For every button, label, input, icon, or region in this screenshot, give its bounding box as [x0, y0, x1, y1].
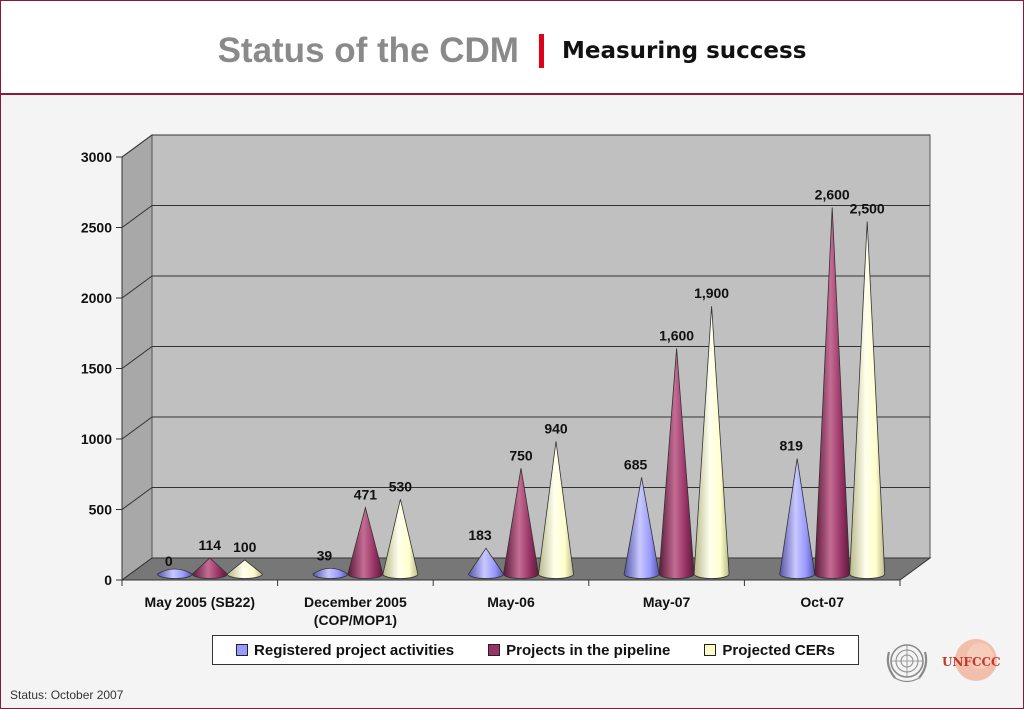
data-label: 1,900	[694, 285, 729, 301]
gridline-side	[121, 275, 153, 299]
gridline-side	[121, 487, 153, 510]
x-tick-label: May 2005 (SB22)	[145, 594, 256, 610]
gridline-side	[121, 346, 153, 369]
x-tick-label: May-06	[487, 594, 535, 610]
x-tick-label: December 2005	[304, 594, 407, 610]
title-band: Status of the CDM Measuring success	[1, 1, 1023, 95]
data-label: 530	[389, 478, 413, 494]
legend-item-registered: Registered project activities	[236, 642, 454, 659]
cone-mark	[226, 559, 263, 579]
status-note: Status: October 2007	[10, 688, 124, 702]
legend-swatch-pipeline	[488, 644, 501, 656]
slide-title: Status of the CDM Measuring success	[1, 31, 1023, 71]
y-tick-label: 3000	[81, 149, 112, 165]
legend-label-pipeline: Projects in the pipeline	[506, 641, 671, 659]
x-tick-label: Oct-07	[800, 594, 844, 610]
data-label: 750	[509, 447, 533, 463]
data-label: 685	[624, 456, 648, 472]
title-separator	[538, 34, 544, 68]
y-tick-label: 2000	[81, 290, 112, 306]
legend-label-cers: Projected CERs	[722, 641, 835, 659]
y-tick-label: 1500	[81, 361, 112, 377]
data-label: 2,600	[815, 186, 850, 202]
cone-mark	[156, 568, 193, 579]
data-label: 2,500	[850, 201, 885, 217]
unfccc-logo: UNFCCC	[938, 638, 1004, 691]
y-tick-label: 2500	[81, 220, 112, 236]
legend-item-pipeline: Projects in the pipeline	[488, 642, 670, 659]
chart-legend: Registered project activities Projects i…	[212, 635, 859, 665]
title-subtitle: Measuring success	[561, 38, 807, 64]
data-label: 1,600	[659, 327, 694, 343]
data-label: 39	[317, 548, 333, 564]
gridline-side	[121, 205, 153, 228]
cone-mark	[849, 221, 886, 579]
y-tick-label: 0	[104, 572, 112, 588]
legend-swatch-cers	[704, 644, 717, 656]
y-tick-label: 1000	[81, 431, 112, 447]
data-label: 114	[199, 537, 222, 553]
data-label: 100	[233, 539, 257, 555]
legend-label-registered: Registered project activities	[254, 641, 455, 659]
gridline-side	[121, 134, 153, 158]
x-tick-label: (COP/MOP1)	[314, 612, 397, 628]
data-label: 819	[780, 438, 804, 454]
data-label: 940	[544, 420, 568, 436]
unfccc-logo-text: UNFCCC	[942, 655, 1001, 669]
title-main: Status of the CDM	[217, 31, 519, 70]
cone-mark	[693, 306, 730, 579]
data-label: 471	[354, 487, 378, 503]
x-tick-label: May-07	[643, 594, 691, 610]
data-label: 0	[165, 553, 173, 569]
cone-mark	[382, 499, 419, 579]
unfccc-logo-mark: UNFCCC	[942, 639, 1001, 681]
y-tick-label: 500	[89, 502, 113, 518]
gridline-side	[121, 416, 153, 440]
legend-item-cers: Projected CERs	[704, 642, 835, 659]
un-emblem-logo	[886, 644, 928, 683]
data-label: 183	[468, 527, 492, 543]
cone-mark	[538, 441, 574, 579]
legend-swatch-registered	[236, 644, 249, 656]
cone-mark	[312, 567, 349, 579]
